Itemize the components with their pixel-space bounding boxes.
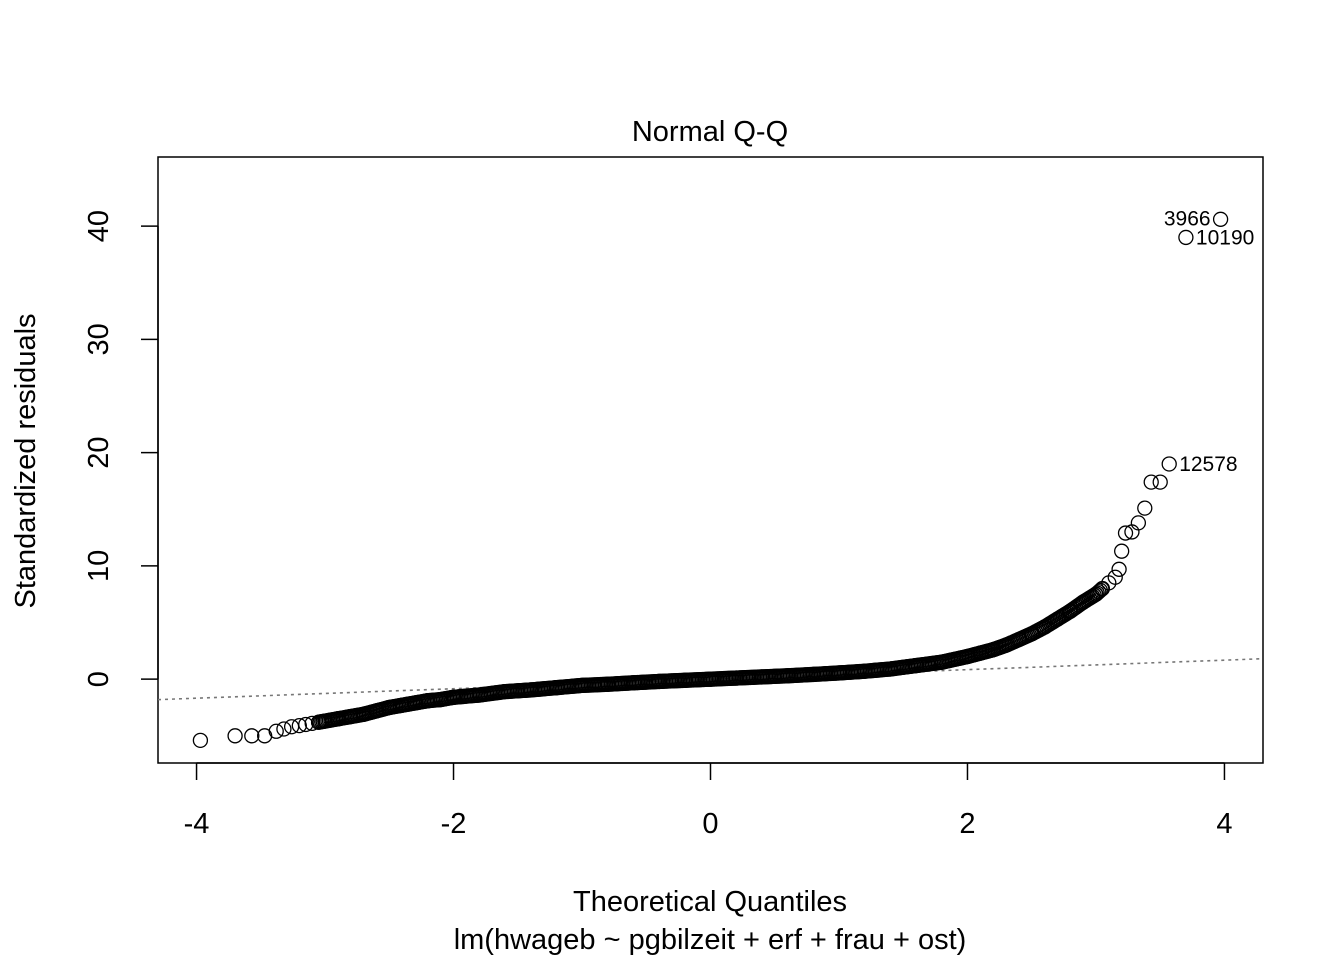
data-point bbox=[1130, 515, 1147, 531]
data-point bbox=[548, 680, 564, 696]
data-point bbox=[998, 637, 1014, 653]
data-point bbox=[600, 676, 616, 692]
data-point bbox=[831, 665, 847, 681]
data-point bbox=[677, 672, 693, 688]
x-tick-label: 4 bbox=[1216, 808, 1232, 840]
y-axis-title: Standardized residuals bbox=[10, 313, 42, 608]
data-point bbox=[1062, 603, 1078, 619]
data-point bbox=[702, 671, 719, 687]
data-point bbox=[1212, 211, 1229, 227]
data-point bbox=[1107, 569, 1123, 585]
data-points bbox=[192, 211, 1229, 748]
point-label-3966: 3966 bbox=[1164, 207, 1211, 230]
x-tick-label: -2 bbox=[441, 808, 467, 840]
data-point bbox=[276, 721, 292, 737]
band-point bbox=[1089, 585, 1105, 601]
data-point bbox=[268, 723, 284, 739]
y-tick-label: 10 bbox=[83, 550, 115, 582]
data-point bbox=[310, 714, 327, 730]
data-point bbox=[651, 673, 667, 690]
data-point bbox=[304, 715, 320, 732]
data-point bbox=[497, 683, 513, 700]
y-tick-label: 20 bbox=[83, 437, 115, 469]
data-point bbox=[1075, 594, 1091, 610]
data-point bbox=[1143, 474, 1159, 490]
data-point bbox=[805, 666, 821, 683]
x-tick-label: -4 bbox=[184, 808, 210, 840]
model-formula-subtitle: lm(hwageb ~ pgbilzeit + erf + frau + ost… bbox=[454, 924, 967, 956]
data-point bbox=[728, 670, 744, 686]
data-point bbox=[1117, 525, 1134, 541]
data-point bbox=[1111, 561, 1127, 577]
data-point bbox=[407, 695, 423, 711]
data-point bbox=[1161, 456, 1177, 472]
data-point bbox=[779, 668, 796, 684]
x-tick-label: 0 bbox=[702, 808, 718, 840]
data-point bbox=[244, 728, 260, 744]
data-point bbox=[471, 687, 487, 703]
data-point bbox=[291, 717, 307, 734]
data-point bbox=[192, 732, 209, 748]
data-point bbox=[1114, 543, 1130, 559]
band-point bbox=[1091, 584, 1107, 600]
data-point bbox=[857, 663, 873, 679]
data-point bbox=[433, 691, 449, 708]
data-point bbox=[754, 669, 770, 685]
reference-line bbox=[157, 657, 1264, 701]
data-point bbox=[317, 713, 333, 729]
data-point bbox=[934, 654, 950, 670]
data-point bbox=[381, 699, 397, 716]
y-tick-label: 0 bbox=[83, 671, 115, 687]
qq-reference-line bbox=[157, 657, 1264, 701]
x-axis-title: Theoretical Quantiles bbox=[573, 886, 847, 918]
data-point bbox=[625, 675, 642, 691]
point-label-10190: 10190 bbox=[1196, 226, 1254, 249]
data-point bbox=[1011, 631, 1027, 648]
y-tick-label: 30 bbox=[83, 323, 115, 355]
y-tick-label: 40 bbox=[83, 210, 115, 242]
data-point bbox=[1137, 500, 1153, 516]
data-point bbox=[343, 708, 359, 725]
data-point bbox=[227, 728, 243, 744]
x-tick-label: 2 bbox=[959, 808, 975, 840]
point-label-12578: 12578 bbox=[1179, 453, 1237, 476]
data-point bbox=[1024, 626, 1040, 642]
data-point bbox=[908, 657, 924, 674]
data-point bbox=[522, 682, 539, 698]
data-point bbox=[420, 693, 436, 709]
data-point bbox=[1152, 474, 1168, 490]
data-point bbox=[394, 697, 410, 713]
data-point bbox=[882, 661, 899, 677]
data-point bbox=[574, 677, 590, 694]
data-point bbox=[1036, 619, 1053, 635]
data-point bbox=[445, 689, 462, 705]
chart-title: Normal Q-Q bbox=[632, 116, 788, 148]
x-axis: -4 -2 0 2 4 bbox=[184, 762, 1233, 840]
data-point bbox=[1049, 611, 1066, 627]
data-point bbox=[1178, 229, 1194, 246]
data-point bbox=[298, 716, 314, 733]
data-point bbox=[330, 711, 346, 727]
y-axis: 0 10 20 30 40 bbox=[83, 210, 159, 687]
